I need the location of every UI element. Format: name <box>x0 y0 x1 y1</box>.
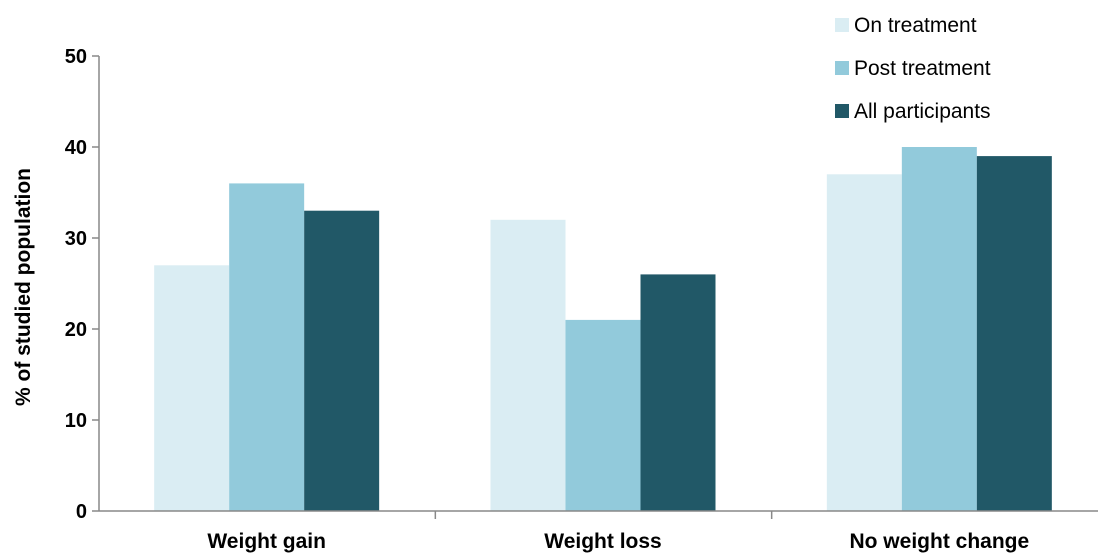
bar-post-treatment <box>901 147 977 511</box>
y-axis-label: % of studied population <box>12 168 35 406</box>
y-tick-label: 50 <box>65 46 87 68</box>
legend-swatch <box>835 61 849 75</box>
y-tick-label: 0 <box>76 501 87 523</box>
bar-on-treatment <box>490 219 566 512</box>
y-tick-label: 20 <box>65 319 87 341</box>
x-category-label: Weight gain <box>207 530 326 553</box>
axes-layer <box>98 56 1098 512</box>
bar-post-treatment <box>229 183 305 511</box>
x-category-label: No weight change <box>849 530 1029 553</box>
legend-swatch <box>835 18 849 32</box>
y-tick-label: 10 <box>65 410 87 432</box>
y-tick-label: 40 <box>65 137 87 159</box>
bar-all-participants <box>640 274 716 511</box>
legend-label: On treatment <box>854 14 977 37</box>
legend-label: Post treatment <box>854 57 991 80</box>
bar-all-participants <box>976 156 1052 511</box>
bar-post-treatment <box>565 319 641 511</box>
bar-on-treatment <box>826 174 902 512</box>
legend-swatch <box>835 104 849 118</box>
legend: On treatment Post treatment All participan… <box>835 14 991 123</box>
y-tick-label: 30 <box>65 228 87 250</box>
y-ticks: 0 10 20 30 40 50 <box>65 46 99 523</box>
bars-layer <box>154 147 1052 512</box>
legend-label: All participants <box>854 100 991 123</box>
x-category-label: Weight loss <box>544 530 661 553</box>
x-categories: Weight gain Weight loss No weight change <box>207 511 1029 553</box>
bar-on-treatment <box>154 265 230 511</box>
bar-all-participants <box>304 210 380 511</box>
